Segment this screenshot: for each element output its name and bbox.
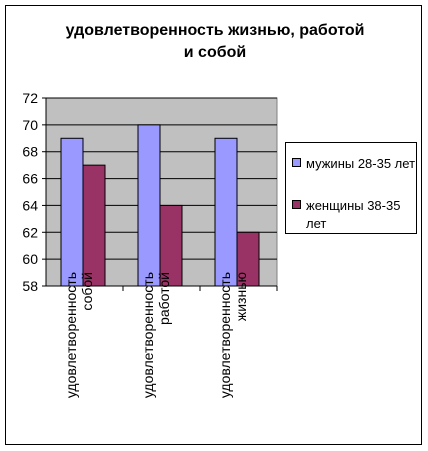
x-tick-label: удовлетворенностьжизнью xyxy=(217,272,249,398)
x-tick-label: удовлетворенностьработой xyxy=(140,272,172,398)
x-tick-label-line: жизнью xyxy=(233,272,249,321)
legend-label-series-1: мужины 28-35 лет xyxy=(306,156,416,171)
y-tick-label: 62 xyxy=(22,224,38,240)
chart-title: удовлетворенность жизнью, работой и собо… xyxy=(65,22,365,61)
x-tick-label-line: удовлетворенность xyxy=(140,272,156,398)
bar-series-2-3 xyxy=(236,231,260,287)
y-tick-label: 70 xyxy=(22,117,38,133)
y-tick-label: 66 xyxy=(22,171,38,187)
legend-swatch-series-1 xyxy=(292,158,301,167)
legend-swatch-series-2 xyxy=(292,200,301,209)
y-tick-label: 72 xyxy=(22,90,38,106)
x-tick-label-line: работой xyxy=(156,272,172,325)
y-tick-label: 58 xyxy=(22,278,38,294)
bar-series-1-2 xyxy=(137,124,161,287)
x-tick-label-line: удовлетворенность xyxy=(217,272,233,398)
bar-series-2-1 xyxy=(82,164,106,287)
y-tick-label: 64 xyxy=(22,197,38,213)
x-tick-label: удовлетворенностьсобой xyxy=(63,272,95,398)
x-tick-label-line: собой xyxy=(79,272,95,311)
bar-series-1-1 xyxy=(60,137,84,287)
legend: мужины 28-35 лет женщины 38-35 лет xyxy=(285,142,417,234)
x-tick-label-line: удовлетворенность xyxy=(63,272,79,398)
y-tick-label: 68 xyxy=(22,144,38,160)
bar-series-2-2 xyxy=(159,204,183,287)
legend-label-series-2: женщины 38-35 лет xyxy=(306,198,401,231)
bar-series-1-3 xyxy=(214,137,238,287)
y-tick-label: 60 xyxy=(22,251,38,267)
